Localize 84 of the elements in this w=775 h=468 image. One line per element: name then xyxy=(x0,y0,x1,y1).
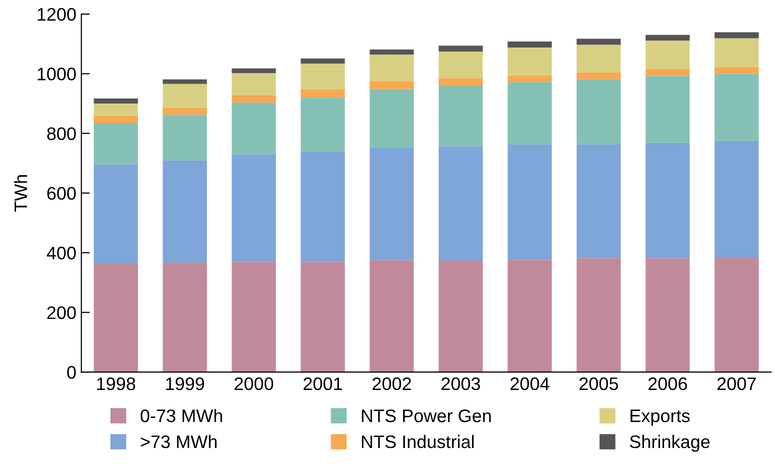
x-tick-label: 2005 xyxy=(580,377,618,390)
bar xyxy=(94,98,138,104)
x-tick-label: 2007 xyxy=(717,377,756,390)
bar xyxy=(300,98,345,152)
bar xyxy=(370,50,414,55)
x-tick-label: 2001 xyxy=(304,377,342,390)
y-tick-label: 600 xyxy=(47,186,76,200)
bar xyxy=(94,116,138,123)
bar xyxy=(370,148,414,260)
bar xyxy=(508,260,552,372)
bar xyxy=(162,79,207,84)
bar xyxy=(508,82,552,144)
legend-label: >73 MWh xyxy=(140,434,217,448)
bar xyxy=(438,78,483,86)
bar xyxy=(646,40,690,69)
bar xyxy=(438,46,483,52)
y-tick-label: 1200 xyxy=(38,8,76,21)
x-tick-label: 2006 xyxy=(648,377,687,390)
bar xyxy=(232,154,276,262)
bar xyxy=(714,32,759,38)
bar xyxy=(300,58,345,64)
y-axis-title: TWh xyxy=(14,175,28,212)
bar xyxy=(162,262,207,372)
bar xyxy=(300,64,345,90)
bar xyxy=(576,72,621,80)
bar xyxy=(370,54,414,82)
bar xyxy=(576,258,621,372)
bar xyxy=(232,95,276,103)
bar xyxy=(714,74,759,141)
bar xyxy=(232,102,276,154)
y-tick-label: 800 xyxy=(47,127,76,140)
bar xyxy=(370,260,414,372)
legend-label: 0-73 MWh xyxy=(140,408,222,422)
y-tick-label: 0 xyxy=(67,366,76,379)
bar xyxy=(508,75,552,82)
bar xyxy=(646,68,690,76)
bar xyxy=(94,122,138,164)
bar xyxy=(714,140,759,258)
bar xyxy=(508,47,552,76)
bar xyxy=(94,264,138,372)
bar xyxy=(300,151,345,262)
bar xyxy=(232,262,276,372)
bar xyxy=(576,79,621,144)
bar xyxy=(162,160,207,263)
bar xyxy=(646,258,690,372)
x-tick-label: 2004 xyxy=(510,377,550,390)
x-tick-label: 2003 xyxy=(442,377,480,390)
bar xyxy=(438,146,483,260)
bar xyxy=(162,114,207,160)
bar xyxy=(646,76,690,143)
bar xyxy=(714,257,759,372)
legend-label: Exports xyxy=(630,410,690,426)
bar xyxy=(300,89,345,98)
bar xyxy=(162,108,207,115)
bar xyxy=(714,38,759,68)
bar xyxy=(232,68,276,74)
legend-label: NTS Power Gen xyxy=(362,409,491,422)
bar xyxy=(646,142,690,258)
bar xyxy=(370,89,414,148)
legend-label: NTS Industrial xyxy=(362,434,474,448)
y-tick-label: 200 xyxy=(47,306,76,320)
bar xyxy=(714,67,759,74)
bar xyxy=(370,81,414,90)
x-tick-label: 1999 xyxy=(166,377,204,390)
bar xyxy=(438,86,483,146)
bar xyxy=(438,52,483,78)
x-tick-label: 2000 xyxy=(234,377,274,390)
bar xyxy=(576,144,621,258)
bar xyxy=(300,262,345,372)
y-tick-label: 400 xyxy=(46,246,76,260)
bar xyxy=(576,44,621,72)
x-tick-label: 2002 xyxy=(372,377,411,390)
bar xyxy=(646,34,690,41)
bar xyxy=(94,104,138,116)
bar xyxy=(162,84,207,108)
bar xyxy=(508,41,552,48)
x-tick-label: 1998 xyxy=(97,377,136,390)
bar xyxy=(576,38,621,45)
bar xyxy=(94,164,138,264)
bar xyxy=(438,260,483,372)
legend-label: Shrinkage xyxy=(630,434,710,452)
bar xyxy=(232,73,276,96)
bar xyxy=(508,144,552,260)
y-tick-label: 1000 xyxy=(38,68,76,80)
